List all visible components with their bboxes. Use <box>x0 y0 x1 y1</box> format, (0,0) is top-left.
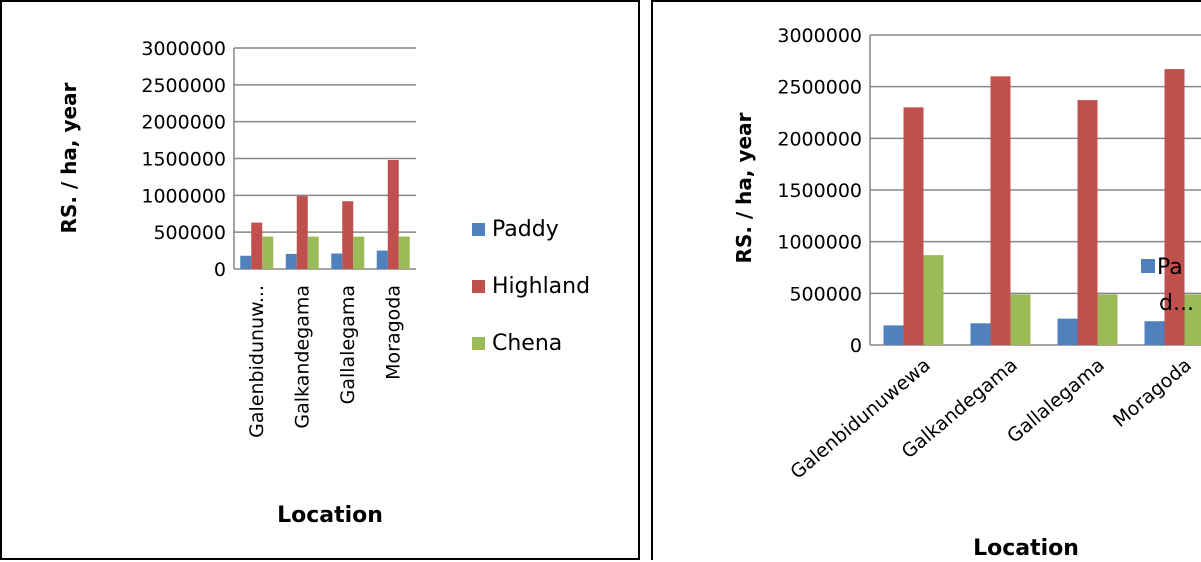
bar-chena-3 <box>353 237 364 269</box>
legend-swatch-paddy <box>1141 259 1155 273</box>
left-chart-panel: 0 500000 1000000 1500000 2000000 2500000 30000… <box>0 0 640 560</box>
bar-paddy-4 <box>1145 321 1165 345</box>
y-tick-label: 500000 <box>789 283 862 305</box>
y-tick-label: 1500000 <box>777 180 862 202</box>
bar-highland-4 <box>388 160 399 269</box>
y-tick-label: 2000000 <box>141 112 226 134</box>
y-tick-label: 2000000 <box>777 128 862 150</box>
legend-swatch-paddy <box>472 223 485 236</box>
bar-chena-1 <box>262 237 273 269</box>
y-tick-label: 1000000 <box>777 232 862 254</box>
bar-paddy-1 <box>884 325 904 345</box>
bar-paddy-4 <box>377 251 388 269</box>
y-tick-label: 3000000 <box>777 25 862 47</box>
bar-chena-4 <box>399 237 410 269</box>
x-tick-label: Moragoda <box>382 285 404 380</box>
y-tick-label: 0 <box>850 335 862 357</box>
x-tick-label: Galenbidunuw... <box>246 285 268 438</box>
bar-chena-2 <box>1011 294 1031 345</box>
bar-chena-3 <box>1098 294 1118 345</box>
bar-chena-1 <box>924 255 944 345</box>
y-tick-label: 3000000 <box>141 38 226 60</box>
legend-label: Pa <box>1157 255 1183 280</box>
bar-highland-1 <box>251 223 262 269</box>
bar-paddy-2 <box>286 254 297 269</box>
bar-paddy-3 <box>1058 319 1078 345</box>
y-tick-label: 500000 <box>153 222 226 244</box>
y-tick-label: 1000000 <box>141 185 226 207</box>
legend-label: Paddy <box>492 217 559 242</box>
legend-label: d... <box>1159 291 1194 316</box>
bar-highland-1 <box>904 107 924 345</box>
legend-label: Chena <box>492 331 562 356</box>
y-axis-title: RS. / ha, year <box>732 112 756 263</box>
x-axis-title: Location <box>973 536 1079 561</box>
legend-swatch-chena <box>472 337 485 350</box>
x-tick-label: Gallalegama <box>337 285 359 404</box>
x-tick-label: Galkandegama <box>291 285 313 429</box>
x-tick-label: Galenbidunuwewa <box>786 354 934 484</box>
bar-paddy-3 <box>331 254 342 269</box>
legend-label: Highland <box>492 274 590 299</box>
bar-paddy-1 <box>240 256 251 269</box>
bar-highland-3 <box>342 201 353 269</box>
bar-highland-3 <box>1078 100 1098 345</box>
legend-swatch-highland <box>472 280 485 293</box>
x-tick-label: Moragoda <box>1109 354 1196 432</box>
bar-highland-2 <box>297 196 308 269</box>
y-tick-label: 1500000 <box>141 149 226 171</box>
bar-highland-2 <box>991 76 1011 345</box>
x-axis-title: Location <box>277 503 383 528</box>
y-tick-label: 2500000 <box>141 75 226 97</box>
right-chart: 0 500000 1000000 1500000 2000000 2500000 30000… <box>653 2 1201 562</box>
y-tick-label: 0 <box>214 259 226 281</box>
y-tick-label: 2500000 <box>777 77 862 99</box>
left-chart: 0 500000 1000000 1500000 2000000 2500000 30000… <box>2 2 642 562</box>
y-axis-title: RS. / ha, year <box>57 82 81 233</box>
right-chart-panel: 0 500000 1000000 1500000 2000000 2500000 30000… <box>651 0 1201 560</box>
bar-paddy-2 <box>971 323 991 345</box>
bar-chena-2 <box>308 237 319 269</box>
